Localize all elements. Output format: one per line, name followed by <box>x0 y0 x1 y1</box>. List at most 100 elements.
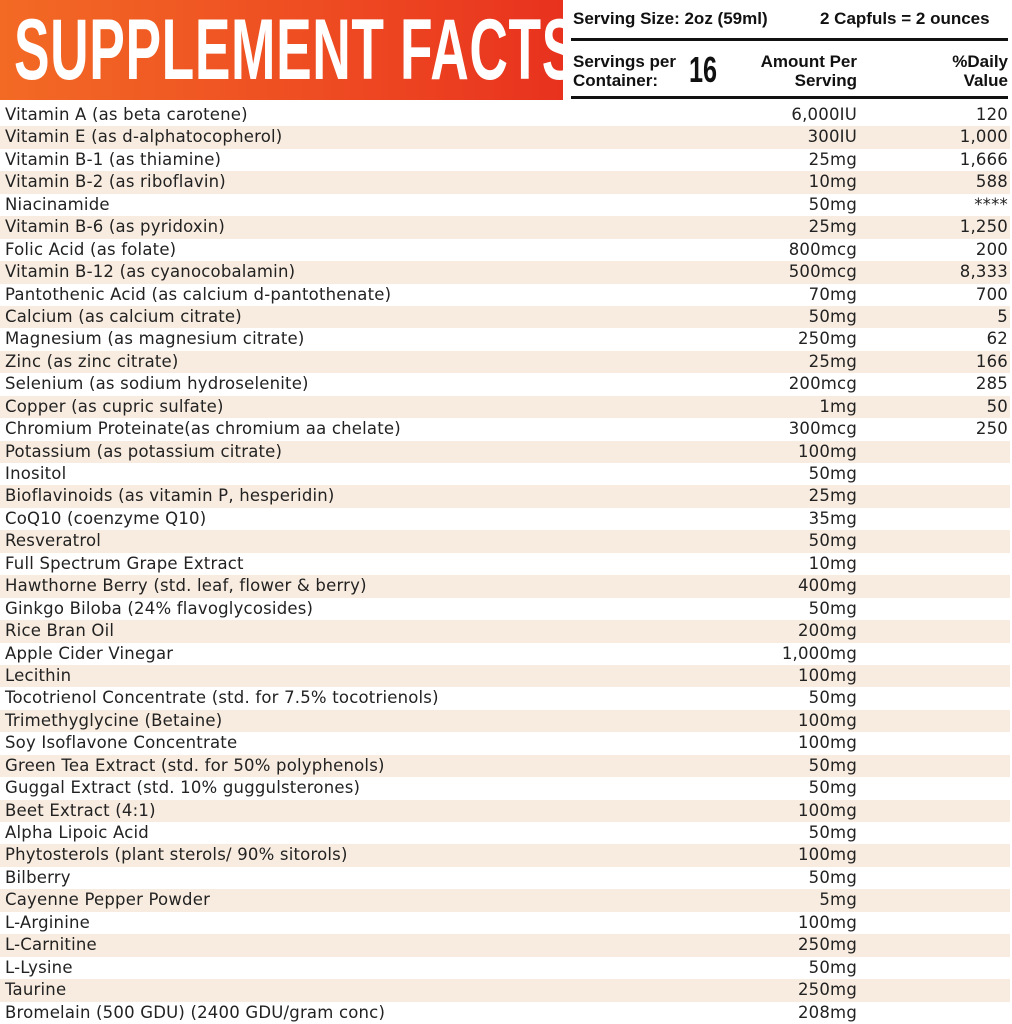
amount: 6,000IU <box>791 105 857 124</box>
table-row: Bilberry 50mg <box>0 867 1010 889</box>
table-row: Tocotrienol Concentrate (std. for 7.5% t… <box>0 687 1010 709</box>
amount: 10mg <box>808 553 857 573</box>
table-row: Ginkgo Biloba (24% flavoglycosides) 50mg <box>0 598 1010 620</box>
amount: 10mg <box>808 172 857 192</box>
ingredient: Soy Isoflavone Concentrate <box>5 733 238 753</box>
table-row: Cayenne Pepper Powder 5mg <box>0 889 1010 912</box>
table-row: Rice Bran Oil 200mg <box>0 620 1010 643</box>
table-row: Green Tea Extract (std. for 50% polyphen… <box>0 754 1010 778</box>
ingredient: Calcium (as calcium citrate) <box>5 306 242 326</box>
ingredient: Vitamin B-12 (as cyanocobalamin) <box>5 262 296 282</box>
amount: 400mg <box>797 576 857 596</box>
amount: 200mg <box>797 621 857 641</box>
table-row: Niacinamide 50mg **** <box>0 194 1010 216</box>
amount: 50mg <box>808 531 857 551</box>
table-row: Phytosterols (plant sterols/ 90% sitorol… <box>0 844 1010 867</box>
ingredient: Trimethyglycine (Betaine) <box>5 710 223 730</box>
table-row: Zinc (as zinc citrate) 25mg 166 <box>0 350 1010 374</box>
amount: 800mcg <box>788 239 857 259</box>
table-row: Bioflavinoids (as vitamin P, hesperidin)… <box>0 485 1010 508</box>
ingredient: Green Tea Extract (std. for 50% polyphen… <box>5 755 385 775</box>
daily-value: 8,333 <box>959 262 1008 282</box>
amount: 50mg <box>808 464 857 483</box>
amount: 250mg <box>797 329 857 349</box>
amount: 50mg <box>808 688 857 708</box>
amount: 500mcg <box>788 262 857 282</box>
amount: 100mg <box>797 845 857 865</box>
daily-value: 62 <box>986 329 1008 349</box>
ingredient: Cayenne Pepper Powder <box>5 890 211 910</box>
servings-count: 16 <box>689 49 718 90</box>
table-row: Hawthorne Berry (std. leaf, flower & ber… <box>0 575 1010 598</box>
ingredient: Chromium Proteinate(as chromium aa chela… <box>5 419 401 439</box>
ingredient: Bilberry <box>5 867 71 887</box>
title-banner: SUPPLEMENT FACTS <box>0 0 563 100</box>
amount: 100mg <box>797 912 857 932</box>
ingredient: Hawthorne Berry (std. leaf, flower & ber… <box>5 576 367 596</box>
daily-value: 166 <box>975 351 1008 371</box>
table-row: Full Spectrum Grape Extract 10mg <box>0 553 1010 575</box>
ingredient: Taurine <box>5 980 67 1000</box>
table-row: Guggal Extract (std. 10% guggulsterones)… <box>0 777 1010 799</box>
amount: 250mg <box>797 935 857 955</box>
amount-header: Amount Per Serving <box>760 52 857 90</box>
serving-size: Serving Size: 2oz (59ml) <box>573 9 768 28</box>
ingredient: Vitamin B-6 (as pyridoxin) <box>5 217 225 237</box>
table-row: L-Arginine 100mg <box>0 912 1010 934</box>
ingredient: Tocotrienol Concentrate (std. for 7.5% t… <box>5 688 439 708</box>
table-row: Soy Isoflavone Concentrate 100mg <box>0 732 1010 754</box>
daily-value-header: %Daily Value <box>952 52 1008 90</box>
amount: 100mg <box>797 665 857 685</box>
rule <box>571 96 1008 99</box>
amount: 50mg <box>808 957 857 977</box>
table-row: Magnesium (as magnesium citrate) 250mg 62 <box>0 328 1010 350</box>
amount: 25mg <box>808 149 857 169</box>
amount: 50mg <box>808 306 857 326</box>
ingredient: Niacinamide <box>5 194 110 214</box>
ingredient: Selenium (as sodium hydroselenite) <box>5 374 309 394</box>
ingredient: Apple Cider Vinegar <box>5 643 174 663</box>
table-row: Alpha Lipoic Acid 50mg <box>0 822 1010 844</box>
amount: 50mg <box>808 755 857 775</box>
ingredient: Pantothenic Acid (as calcium d-pantothen… <box>5 284 392 304</box>
amount: 50mg <box>808 778 857 798</box>
daily-value: 285 <box>975 374 1008 394</box>
table-row: Copper (as cupric sulfate) 1mg 50 <box>0 395 1010 419</box>
amount: 50mg <box>808 867 857 887</box>
daily-value: 588 <box>975 172 1008 192</box>
amount: 200mcg <box>788 374 857 394</box>
ingredient: Folic Acid (as folate) <box>5 239 177 259</box>
title: SUPPLEMENT FACTS <box>14 2 563 98</box>
ingredient: Bioflavinoids (as vitamin P, hesperidin) <box>5 486 335 506</box>
table-row: Vitamin A (as beta carotene) 6,000IU 120 <box>0 104 1010 126</box>
servings-label: Servings per Container: <box>573 52 676 90</box>
table-row: Trimethyglycine (Betaine) 100mg <box>0 709 1010 733</box>
amount: 50mg <box>808 194 857 214</box>
table-row: Selenium (as sodium hydroselenite) 200mcg… <box>0 373 1010 395</box>
amount: 300IU <box>807 127 857 147</box>
ingredient: L-Lysine <box>5 957 73 977</box>
amount: 50mg <box>808 598 857 618</box>
ingredient: Bromelain (500 GDU) (2400 GDU/gram conc) <box>5 1002 386 1022</box>
ingredient: Zinc (as zinc citrate) <box>5 351 179 371</box>
table-row: Calcium (as calcium citrate) 50mg 5 <box>0 305 1010 329</box>
amount: 100mg <box>797 710 857 730</box>
daily-value: 1,000 <box>959 127 1008 147</box>
table-row: Apple Cider Vinegar 1,000mg <box>0 643 1010 665</box>
ingredient: L-Arginine <box>5 912 90 932</box>
amount: 70mg <box>808 284 857 304</box>
daily-value: 120 <box>975 105 1008 124</box>
amount: 35mg <box>808 508 857 528</box>
daily-value: **** <box>974 194 1008 214</box>
amount: 300mcg <box>788 419 857 439</box>
table-row: Vitamin E (as d-alphatocopherol) 300IU 1,0… <box>0 126 1010 149</box>
table-row: CoQ10 (coenzyme Q10) 35mg <box>0 508 1010 530</box>
ingredient: Potassium (as potassium citrate) <box>5 441 283 461</box>
capfuls: 2 Capfuls = 2 ounces <box>820 9 990 28</box>
amount: 25mg <box>808 351 857 371</box>
amount: 25mg <box>808 486 857 506</box>
table-row: Lecithin 100mg <box>0 664 1010 688</box>
table-row: Beet Extract (4:1) 100mg <box>0 799 1010 822</box>
daily-value: 250 <box>975 419 1008 439</box>
